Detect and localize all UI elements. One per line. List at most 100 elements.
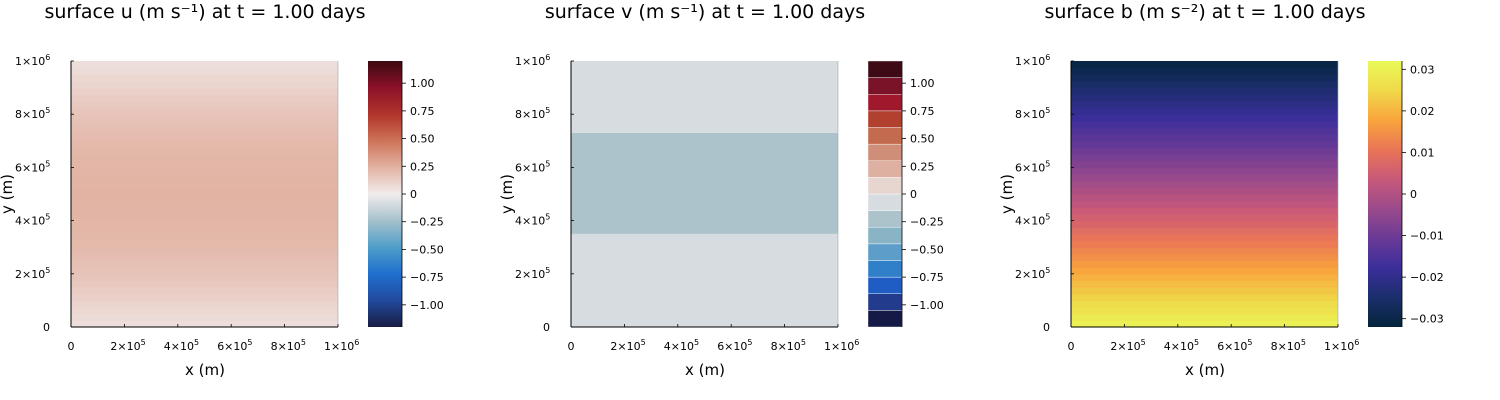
field-band bbox=[71, 233, 338, 242]
colorbar-tick-label: 0 bbox=[410, 188, 417, 201]
field-band bbox=[1071, 87, 1338, 95]
field-band bbox=[71, 267, 338, 275]
y-tick-label: 1×106 bbox=[1015, 53, 1050, 68]
field-band bbox=[1071, 253, 1338, 262]
x-tick-label: 4×105 bbox=[164, 338, 199, 353]
y-tick-label: 8×105 bbox=[15, 106, 50, 121]
x-axis-label-b: x (m) bbox=[1185, 361, 1225, 379]
field-band bbox=[71, 187, 338, 195]
colorbar-level bbox=[867, 177, 903, 195]
x-tick-label: 8×105 bbox=[771, 338, 806, 353]
colorbar-level bbox=[867, 110, 903, 128]
plot-area-u: 0 2×105 4×105 6×105 8×105 1×106 0 2×105 4×105 6×1… bbox=[15, 53, 444, 353]
x-tick-label: 1×106 bbox=[824, 338, 859, 353]
colorbar-level bbox=[867, 260, 903, 278]
y-axis-label-v: y (m) bbox=[498, 174, 516, 214]
field-band bbox=[71, 280, 338, 288]
y-tick-label: 8×105 bbox=[515, 106, 550, 121]
field-band bbox=[1071, 200, 1338, 208]
field-band bbox=[71, 114, 338, 122]
field-band bbox=[71, 293, 338, 301]
colorbar-tick-label: 0 bbox=[1410, 188, 1417, 201]
colorbar-tick-label: 0.75 bbox=[410, 105, 435, 118]
colorbar-tick-label: −0.75 bbox=[910, 271, 944, 284]
y-tick-label: 4×105 bbox=[515, 213, 550, 228]
x-tick-label: 2×105 bbox=[110, 338, 145, 353]
field-band bbox=[71, 307, 338, 315]
colorbar-tick-label: −0.25 bbox=[410, 216, 444, 229]
colorbar-tick-label: −0.75 bbox=[410, 271, 444, 284]
y-tick-label: 0 bbox=[543, 321, 550, 334]
x-tick-label: 4×105 bbox=[664, 338, 699, 353]
field-band bbox=[71, 127, 338, 135]
x-tick-label: 0 bbox=[68, 340, 75, 353]
colorbar-level bbox=[867, 127, 903, 145]
field-band bbox=[1071, 80, 1338, 89]
colorbar-tick-label: −0.25 bbox=[910, 216, 944, 229]
colorbar-level bbox=[867, 243, 903, 261]
x-axis-label-v: x (m) bbox=[685, 361, 725, 379]
colorbar-level bbox=[867, 293, 903, 311]
field-band bbox=[71, 174, 338, 182]
field-band bbox=[1071, 207, 1338, 215]
field-band bbox=[71, 260, 338, 268]
field-band bbox=[71, 74, 338, 82]
field-band bbox=[71, 313, 338, 321]
colorbar-level bbox=[867, 227, 903, 245]
field-band bbox=[1071, 107, 1338, 115]
field-band bbox=[1071, 127, 1338, 135]
field-band bbox=[1071, 313, 1338, 321]
x-tick-label: 1×106 bbox=[324, 338, 359, 353]
field-band bbox=[1071, 213, 1338, 222]
field-band bbox=[1071, 300, 1338, 308]
colorbar-level bbox=[867, 60, 903, 78]
field-band bbox=[1071, 267, 1338, 275]
colorbar-tick-label: 0.50 bbox=[410, 133, 435, 146]
field-band bbox=[1071, 74, 1338, 82]
field-band bbox=[71, 140, 338, 149]
field-band bbox=[1071, 61, 1338, 69]
y-tick-label: 2×105 bbox=[15, 266, 50, 281]
colorbar-tick-label: 1.00 bbox=[910, 77, 935, 90]
colorbar-tick-label: −0.50 bbox=[410, 243, 444, 256]
x-tick-label: 6×105 bbox=[217, 338, 252, 353]
colorbar-level bbox=[867, 160, 903, 178]
panel-b: surface b (m s⁻²) at t = 1.00 days 0 2×10… bbox=[998, 1, 1444, 379]
x-axis-label-u: x (m) bbox=[185, 361, 225, 379]
colorbar bbox=[1368, 61, 1402, 327]
y-tick-label: 1×106 bbox=[15, 53, 50, 68]
colorbar-tick-label: −1.00 bbox=[410, 299, 444, 312]
field-band bbox=[71, 160, 338, 168]
colorbar-tick-label: 0.03 bbox=[1410, 63, 1435, 76]
y-axis-label-u: y (m) bbox=[0, 174, 16, 214]
colorbar-level bbox=[867, 276, 903, 294]
field-band bbox=[1071, 220, 1338, 228]
field-band bbox=[1071, 307, 1338, 315]
field-band bbox=[1071, 287, 1338, 295]
chart-title-v: surface v (m s⁻¹) at t = 1.00 days bbox=[545, 1, 865, 23]
field-band bbox=[1071, 154, 1338, 162]
field-band bbox=[1071, 167, 1338, 175]
field-band bbox=[71, 200, 338, 208]
x-tick-label: 8×105 bbox=[1271, 338, 1306, 353]
field-region bbox=[571, 61, 838, 133]
field-band bbox=[1071, 174, 1338, 182]
field-band bbox=[1071, 134, 1338, 142]
colorbar-tick-label: 0.01 bbox=[1410, 146, 1435, 159]
colorbar-tick-label: 0.02 bbox=[1410, 105, 1435, 118]
field-band bbox=[71, 80, 338, 89]
field-band bbox=[71, 227, 338, 235]
y-tick-label: 1×106 bbox=[515, 53, 550, 68]
x-tick-label: 4×105 bbox=[1164, 338, 1199, 353]
chart-title-u: surface u (m s⁻¹) at t = 1.00 days bbox=[44, 1, 365, 23]
field-band bbox=[71, 287, 338, 295]
colorbar-level bbox=[867, 143, 903, 161]
field-band bbox=[1071, 260, 1338, 268]
x-tick-label: 2×105 bbox=[610, 338, 645, 353]
field-band bbox=[71, 247, 338, 255]
field-band bbox=[71, 61, 338, 69]
field-band bbox=[71, 240, 338, 248]
colorbar-tick-label: 0.75 bbox=[910, 105, 935, 118]
x-tick-label: 6×105 bbox=[717, 338, 752, 353]
plot-area-v: 0 2×105 4×105 6×105 8×105 1×106 0 2×105 4×105 6×1… bbox=[515, 53, 944, 353]
